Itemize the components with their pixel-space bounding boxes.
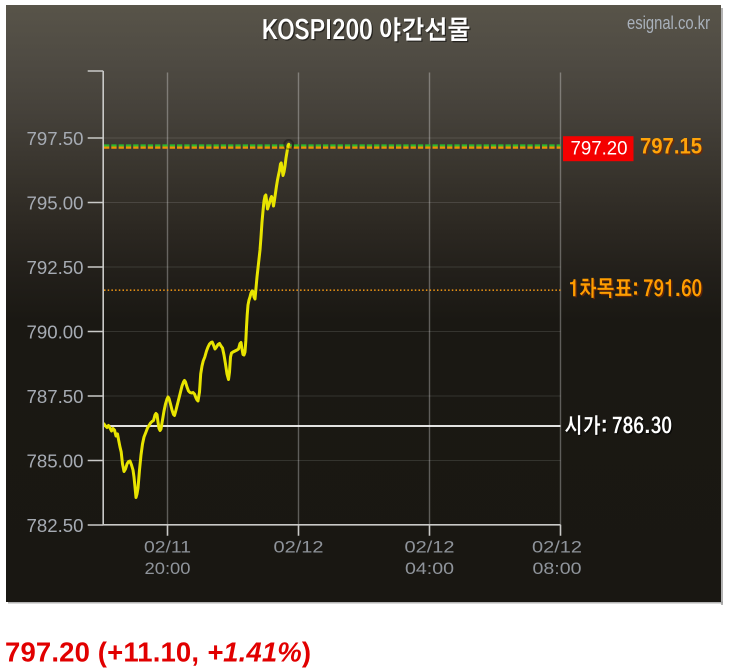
svg-text:790.00: 790.00 [27, 322, 84, 343]
svg-text:797.20 (+11.10, +1.41%): 797.20 (+11.10, +1.41%) [5, 637, 311, 668]
svg-text:02/12: 02/12 [274, 538, 324, 557]
svg-text:20:00: 20:00 [145, 559, 191, 578]
svg-text:792.50: 792.50 [27, 257, 84, 278]
svg-text:795.00: 795.00 [27, 193, 84, 214]
svg-text:785.00: 785.00 [27, 451, 84, 472]
svg-text:787.50: 787.50 [27, 386, 84, 407]
svg-text:02/12: 02/12 [532, 538, 582, 557]
svg-text:02/12: 02/12 [405, 538, 455, 557]
svg-text:797.15: 797.15 [641, 135, 703, 160]
svg-text:797.15: 797.15 [640, 134, 702, 159]
svg-text:08:00: 08:00 [533, 559, 582, 578]
svg-text:797.50: 797.50 [27, 128, 84, 149]
svg-text:04:00: 04:00 [405, 559, 454, 578]
svg-text:797.20: 797.20 [571, 139, 628, 160]
svg-text:782.50: 782.50 [27, 515, 84, 536]
svg-text:esignal.co.kr: esignal.co.kr [627, 13, 710, 33]
svg-text:02/11: 02/11 [144, 538, 191, 557]
